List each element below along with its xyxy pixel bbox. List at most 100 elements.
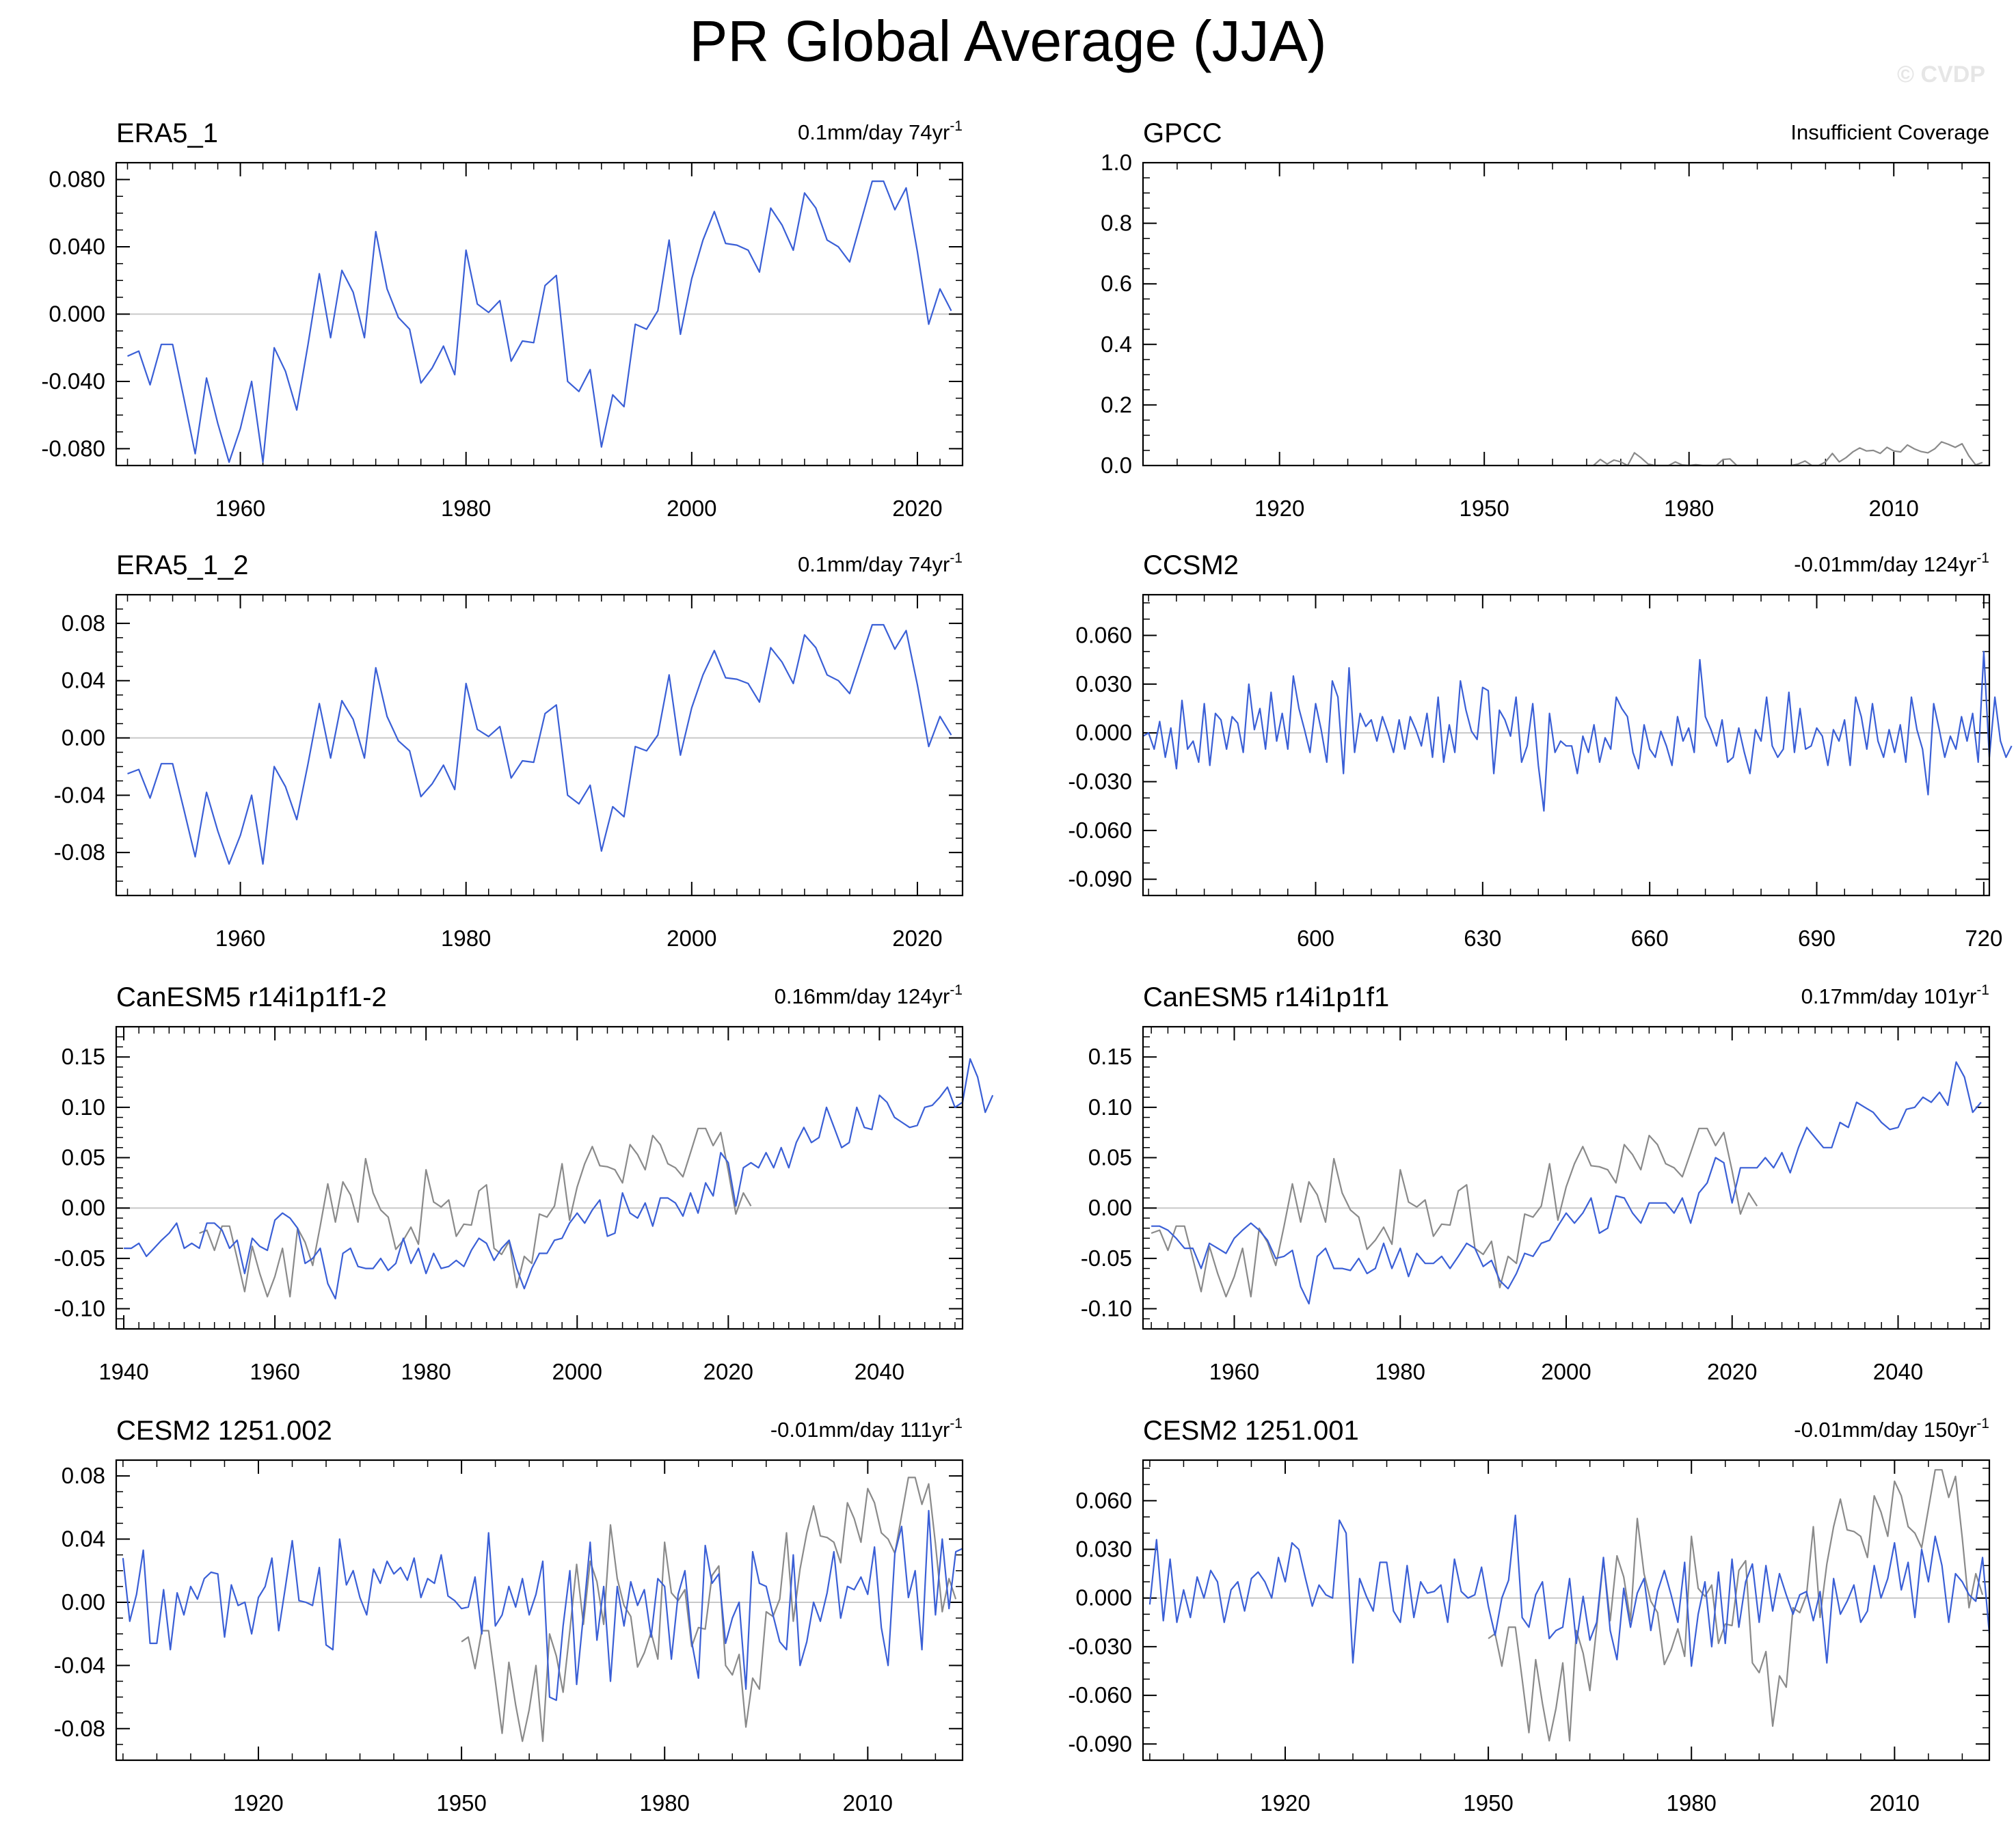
y-tick-label: 0.060 bbox=[1075, 622, 1132, 647]
y-tick-label: -0.060 bbox=[1068, 818, 1132, 843]
x-tick-label: 2000 bbox=[667, 926, 716, 951]
y-tick-label: 0.10 bbox=[1088, 1094, 1132, 1120]
y-tick-label: -0.030 bbox=[1068, 769, 1132, 794]
x-tick-label: 720 bbox=[1965, 926, 2002, 951]
chart-subtitle: 0.16mm/day 124yr-1 bbox=[775, 982, 963, 1008]
y-tick-label: -0.090 bbox=[1068, 866, 1132, 891]
y-tick-label: 0.15 bbox=[1088, 1044, 1132, 1069]
chart-panel-era5-1: ERA5_1 0.1mm/day 74yr-1 1960 1980 2000 2020 -0… bbox=[41, 118, 964, 521]
y-tick-label: -0.10 bbox=[1081, 1296, 1132, 1321]
x-tick-label: 2020 bbox=[1707, 1359, 1757, 1384]
y-tick-label: 0.05 bbox=[62, 1145, 105, 1170]
y-tick-label: -0.090 bbox=[1068, 1731, 1132, 1756]
chart-panel-gpcc: GPCC Insufficient Coverage 1920 1950 1980 201… bbox=[1101, 118, 1991, 521]
y-tick-label: -0.08 bbox=[54, 839, 105, 865]
x-tick-label: 2020 bbox=[892, 926, 942, 951]
y-tick-label: 0.08 bbox=[62, 610, 105, 636]
x-tick-label: 600 bbox=[1297, 926, 1334, 951]
y-tick-label: 0.00 bbox=[62, 725, 105, 751]
x-tick-label: 690 bbox=[1798, 926, 1836, 951]
chart-panel-cesm2-1251-002: CESM2 1251.002 -0.01mm/day 111yr-1 1920 195… bbox=[54, 1416, 964, 1816]
x-tick-label: 2000 bbox=[552, 1359, 602, 1384]
plot-frame bbox=[115, 161, 964, 467]
y-tick-label: 0.030 bbox=[1075, 671, 1132, 697]
plot-frame bbox=[1142, 593, 1991, 897]
chart-subtitle: -0.01mm/day 111yr-1 bbox=[770, 1416, 963, 1442]
x-tick-label: 2000 bbox=[667, 496, 716, 521]
copyright-watermark: © CVDP bbox=[1897, 62, 1985, 87]
y-tick-label: 0.0 bbox=[1101, 453, 1132, 478]
chart-subtitle: Insufficient Coverage bbox=[1790, 120, 1989, 144]
chart-subtitle: 0.17mm/day 101yr-1 bbox=[1801, 982, 1989, 1008]
x-tick-label: 2020 bbox=[703, 1359, 753, 1384]
chart-panel-cesm2-1251-001: CESM2 1251.001 -0.01mm/day 150yr-1 1920 195… bbox=[1068, 1416, 1991, 1816]
y-tick-label: 0.4 bbox=[1101, 332, 1132, 357]
chart-title: ERA5_1 bbox=[116, 118, 218, 148]
chart-subtitle: -0.01mm/day 150yr-1 bbox=[1794, 1416, 1989, 1442]
series-line-cesm2 bbox=[1148, 1514, 1991, 1667]
chart-title: ERA5_1_2 bbox=[116, 550, 248, 580]
x-tick-label: 1980 bbox=[441, 496, 491, 521]
series-line-obs bbox=[461, 1477, 957, 1742]
y-tick-label: 0.00 bbox=[62, 1589, 105, 1615]
x-tick-label: 1960 bbox=[215, 926, 265, 951]
series-line-obs bbox=[1151, 1127, 1758, 1298]
x-tick-label: 1960 bbox=[250, 1359, 299, 1384]
y-tick-label: 0.060 bbox=[1075, 1487, 1132, 1513]
y-tick-label: 0.080 bbox=[49, 167, 105, 192]
x-tick-label: 1980 bbox=[441, 926, 491, 951]
y-tick-label: 0.000 bbox=[49, 301, 105, 327]
y-tick-label: -0.05 bbox=[54, 1245, 105, 1271]
y-tick-label: -0.060 bbox=[1068, 1682, 1132, 1708]
x-tick-label: 1920 bbox=[1260, 1790, 1310, 1816]
y-tick-label: -0.05 bbox=[1081, 1245, 1132, 1271]
y-tick-label: 0.04 bbox=[62, 668, 105, 693]
y-tick-label: 0.8 bbox=[1101, 211, 1132, 236]
x-tick-label: 2010 bbox=[843, 1790, 893, 1816]
chart-subtitle: -0.01mm/day 124yr-1 bbox=[1794, 550, 1989, 576]
y-tick-label: 0.2 bbox=[1101, 392, 1132, 417]
x-tick-label: 1920 bbox=[233, 1790, 283, 1816]
x-tick-label: 1950 bbox=[1459, 496, 1509, 521]
x-tick-label: 1960 bbox=[215, 496, 265, 521]
y-tick-label: -0.08 bbox=[54, 1716, 105, 1741]
chart-panel-canesm5-r14-2: CanESM5 r14i1p1f1-2 0.16mm/day 124yr-1 194… bbox=[54, 982, 994, 1384]
chart-subtitle: 0.1mm/day 74yr-1 bbox=[798, 550, 963, 576]
x-tick-label: 2040 bbox=[855, 1359, 904, 1384]
y-tick-label: 0.05 bbox=[1088, 1145, 1132, 1170]
y-tick-label: -0.080 bbox=[41, 435, 105, 461]
x-tick-label: 2010 bbox=[1869, 496, 1919, 521]
plot-frame bbox=[1142, 161, 1991, 467]
chart-subtitle: 0.1mm/day 74yr-1 bbox=[798, 118, 963, 144]
series-line-obs bbox=[1488, 1469, 1984, 1742]
x-tick-label: 2040 bbox=[1873, 1359, 1923, 1384]
x-tick-label: 1920 bbox=[1254, 496, 1304, 521]
y-tick-label: 0.10 bbox=[62, 1094, 105, 1120]
x-tick-label: 2020 bbox=[892, 496, 942, 521]
x-tick-label: 2010 bbox=[1870, 1790, 1920, 1816]
chart-title: CanESM5 r14i1p1f1-2 bbox=[116, 982, 387, 1012]
chart-panel-canesm5-r14: CanESM5 r14i1p1f1 0.17mm/day 101yr-1 1960 1… bbox=[1081, 982, 1991, 1384]
plot-frame bbox=[1142, 1459, 1991, 1762]
series-line-cesm2 bbox=[122, 1509, 963, 1701]
plot-frame bbox=[115, 1459, 964, 1762]
chart-title: CanESM5 r14i1p1f1 bbox=[1143, 982, 1389, 1012]
y-tick-label: 0.00 bbox=[62, 1195, 105, 1220]
x-tick-label: 660 bbox=[1631, 926, 1669, 951]
y-tick-label: 0.08 bbox=[62, 1463, 105, 1488]
chart-title: GPCC bbox=[1143, 118, 1222, 148]
x-tick-label: 1980 bbox=[1664, 496, 1714, 521]
chart-title: CCSM2 bbox=[1143, 550, 1239, 580]
series-line-obs bbox=[199, 1127, 752, 1298]
y-tick-label: -0.040 bbox=[41, 368, 105, 394]
x-tick-label: 1980 bbox=[401, 1359, 451, 1384]
plot-frame bbox=[1142, 1025, 1991, 1330]
series-line-canesm5 bbox=[124, 1058, 994, 1299]
y-tick-label: 0.030 bbox=[1075, 1537, 1132, 1562]
x-tick-label: 630 bbox=[1464, 926, 1501, 951]
y-tick-label: -0.030 bbox=[1068, 1634, 1132, 1659]
series-line-ccsm2 bbox=[1142, 651, 2013, 812]
y-tick-label: -0.10 bbox=[54, 1296, 105, 1321]
x-tick-label: 1980 bbox=[1375, 1359, 1425, 1384]
